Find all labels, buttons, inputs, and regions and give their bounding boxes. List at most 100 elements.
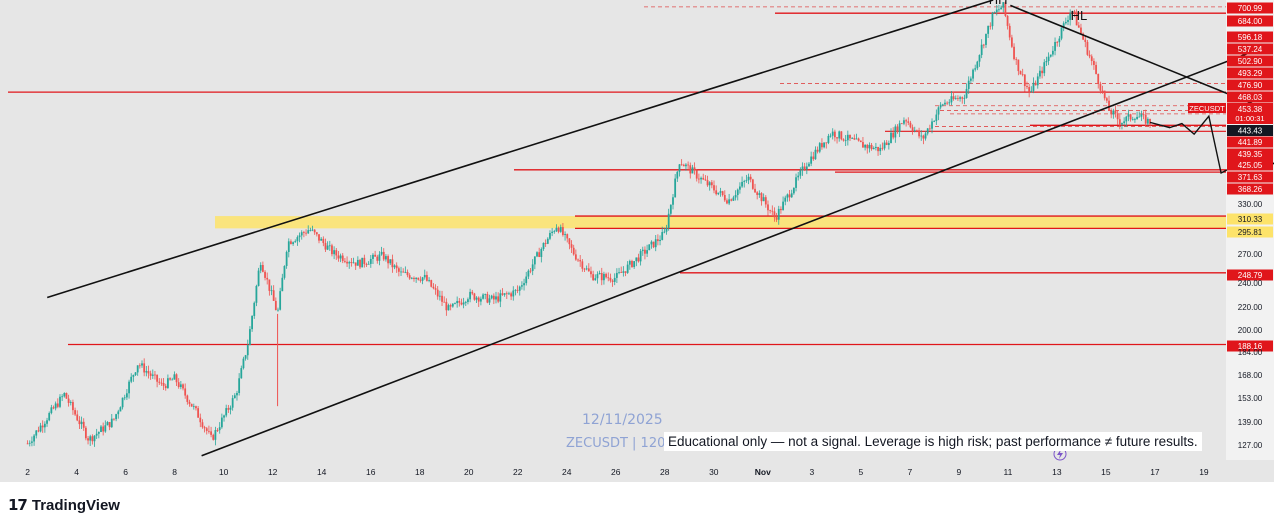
candle — [229, 405, 232, 415]
candle — [587, 263, 590, 272]
candle — [367, 261, 370, 265]
candle-body — [240, 368, 243, 379]
candle — [866, 143, 869, 154]
candle-body — [935, 114, 938, 122]
candle-body — [782, 201, 784, 211]
candle — [991, 11, 994, 30]
candle-body — [656, 239, 659, 242]
candle — [821, 138, 823, 150]
candle — [1110, 108, 1113, 119]
candle-body — [704, 179, 707, 181]
candle-body — [881, 147, 884, 149]
candle — [125, 389, 128, 400]
candle-body — [128, 381, 130, 394]
price-label-box — [1227, 31, 1273, 43]
y-tick-label: 700.99 — [1238, 4, 1263, 13]
candle-body — [210, 431, 212, 435]
candle — [365, 262, 368, 268]
candle — [1095, 61, 1097, 75]
candle — [348, 260, 351, 269]
candle-body — [969, 78, 972, 81]
candle-body — [475, 297, 478, 300]
candle-body — [173, 374, 176, 380]
candle-body — [600, 273, 603, 281]
candle — [162, 378, 165, 390]
y-tick-label: 596.18 — [1238, 33, 1263, 42]
candle-body — [842, 139, 845, 141]
candle-body — [337, 255, 340, 259]
candle-body — [361, 257, 364, 268]
candle — [905, 118, 908, 127]
price-label-box — [1227, 226, 1273, 238]
candle — [760, 192, 763, 206]
candle-body — [1146, 118, 1149, 124]
candle — [838, 130, 841, 142]
candle-body — [238, 378, 241, 393]
y-tick-label: 502.90 — [1238, 57, 1263, 66]
candle — [739, 182, 741, 194]
candle — [240, 365, 243, 379]
candle — [931, 118, 933, 134]
candle — [723, 190, 726, 202]
candle-body — [261, 265, 264, 272]
candle — [179, 381, 182, 390]
candle-body — [874, 146, 877, 148]
candle-body — [833, 131, 836, 138]
candle — [1015, 57, 1018, 65]
candle-body — [562, 227, 564, 236]
candle-body — [933, 121, 936, 122]
x-tick-label: 24 — [562, 467, 572, 477]
candle — [782, 196, 784, 211]
candle — [290, 239, 292, 245]
candle — [69, 400, 72, 406]
candle — [285, 250, 288, 269]
candle — [1077, 21, 1080, 28]
candle-body — [313, 229, 316, 233]
candle — [395, 262, 398, 273]
candle — [570, 240, 573, 254]
candle — [635, 257, 638, 267]
candle-body — [469, 291, 471, 300]
candle-body — [154, 374, 156, 376]
candle — [1056, 40, 1059, 47]
x-tick-label: 26 — [611, 467, 621, 477]
candle-body — [605, 273, 607, 278]
candle-body — [28, 442, 31, 444]
candle-body — [879, 147, 882, 152]
candle — [525, 271, 528, 286]
candle — [646, 244, 648, 257]
candle — [896, 124, 899, 134]
candle-body — [456, 301, 459, 304]
candle — [533, 256, 536, 270]
candle-body — [1099, 83, 1102, 91]
candle-body — [739, 186, 741, 190]
candle — [1073, 9, 1076, 18]
candle-body — [359, 259, 361, 268]
candle-body — [581, 261, 584, 269]
candle — [261, 261, 264, 273]
candle-body — [978, 55, 981, 62]
candle — [415, 277, 418, 283]
candle — [1118, 114, 1121, 130]
candle-body — [1047, 56, 1050, 62]
candle-body — [1110, 110, 1113, 115]
candle-body — [644, 249, 646, 254]
candle-body — [46, 420, 48, 424]
price-label-box — [1227, 340, 1273, 352]
candle — [933, 120, 936, 123]
candle — [944, 99, 946, 106]
candle — [890, 128, 892, 144]
candle-body — [1080, 27, 1082, 34]
candle — [426, 271, 428, 282]
candle — [898, 120, 901, 138]
candle — [633, 261, 636, 269]
candle — [199, 413, 202, 428]
candle-body — [1077, 25, 1080, 28]
tradingview-logo[interactable]: 17 TradingView — [8, 496, 120, 514]
candle-body — [857, 138, 860, 141]
candle — [74, 407, 76, 416]
candle — [808, 162, 810, 167]
candle — [1127, 109, 1130, 122]
candle-body — [397, 268, 400, 272]
y-tick-label: 168.00 — [1238, 371, 1263, 380]
